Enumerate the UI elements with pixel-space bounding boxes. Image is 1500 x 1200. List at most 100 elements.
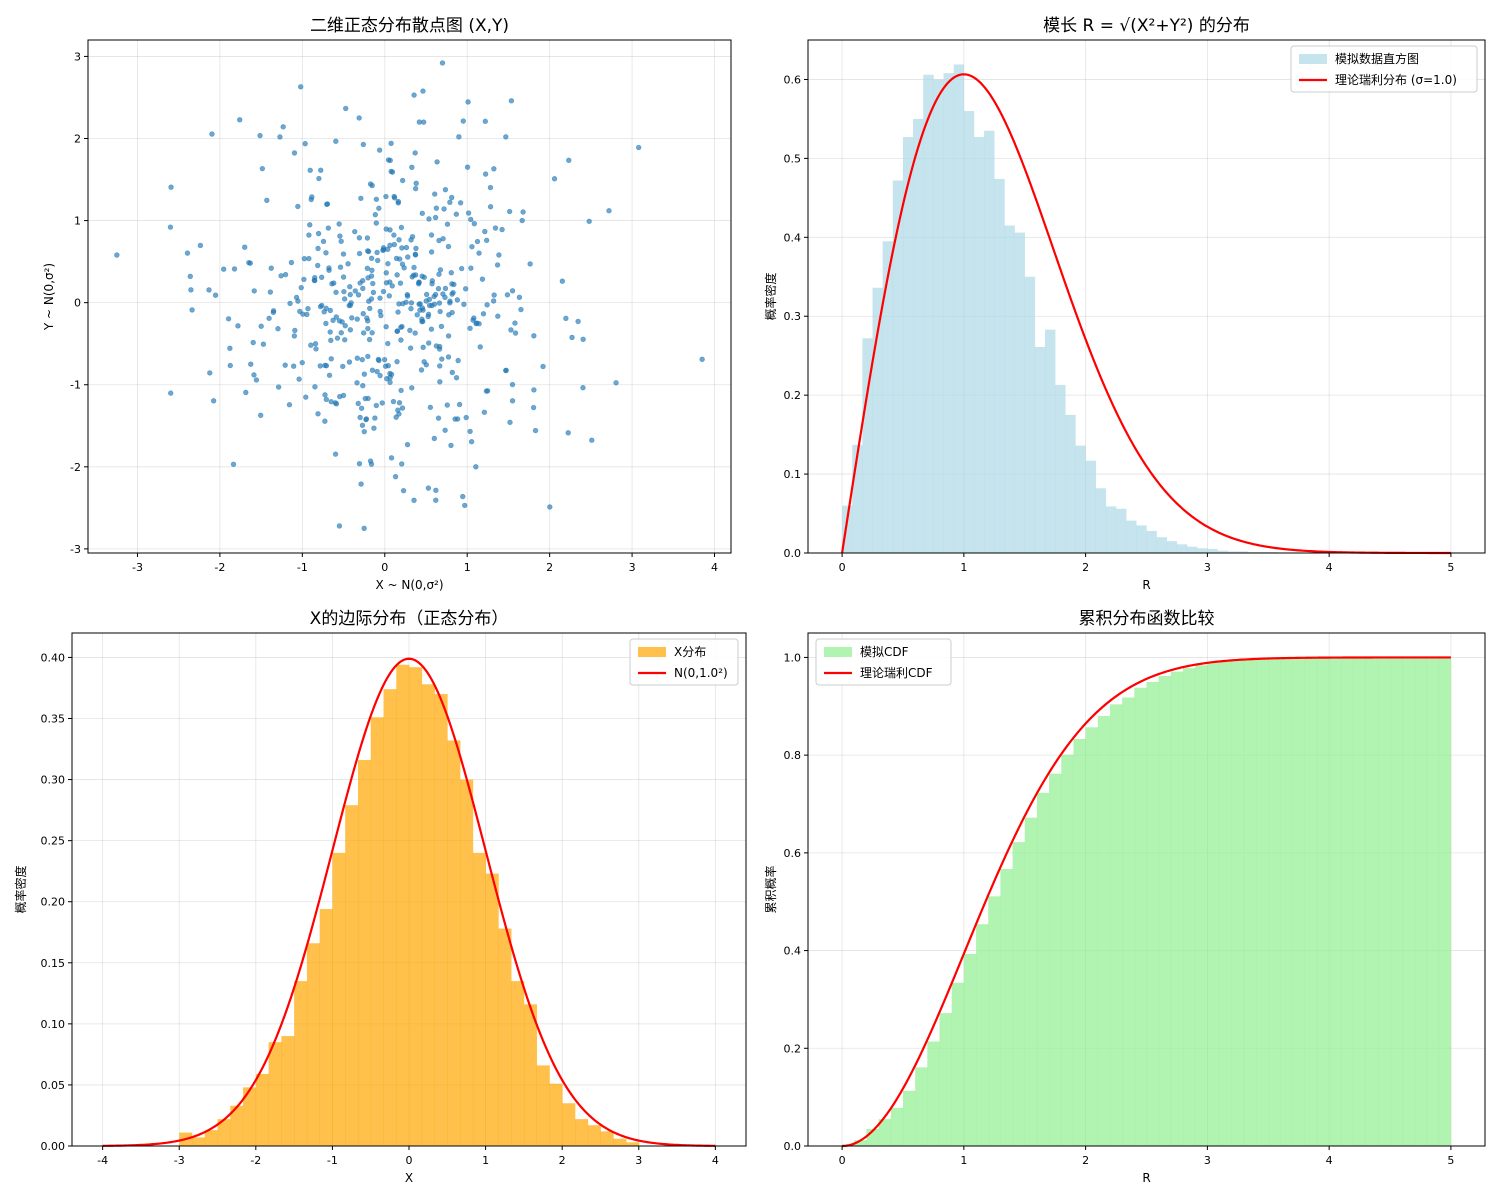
scatter-point [355, 292, 362, 298]
scatter-point [267, 289, 274, 295]
scatter-point [410, 272, 417, 278]
scatter-point [343, 105, 349, 112]
scatter-point [380, 245, 387, 251]
scatter-point [187, 273, 193, 280]
scatter-point [338, 330, 344, 336]
scatter-point [231, 266, 238, 272]
histogram-bar [268, 1042, 282, 1146]
marginal-x-panel: X的边际分布（正态分布） -4 -3 -2 -1 0 1 2 3 4 0.00 0.05 0.10 0.1… [13, 609, 747, 1185]
x-tick-label: 2 [1082, 561, 1089, 574]
scatter-point [356, 115, 362, 121]
scatter-point [496, 252, 502, 258]
histogram-bar [243, 1087, 257, 1146]
scatter-point [340, 392, 347, 399]
scatter-point [425, 311, 432, 318]
scatter-point [301, 276, 307, 283]
histogram-bar [878, 1119, 892, 1146]
scatter-point [381, 356, 388, 363]
scatter-point [301, 255, 308, 262]
x-tick-label: 2 [1082, 1154, 1089, 1167]
legend: 模拟CDF 理论瑞利CDF [815, 638, 952, 686]
histogram-bar [383, 689, 397, 1146]
scatter-point [367, 305, 373, 312]
axes-frame [87, 39, 732, 554]
scatter-point [349, 315, 355, 321]
theory-curve [102, 657, 716, 1147]
histogram-bar [498, 928, 512, 1146]
scatter-point [374, 368, 380, 375]
scatter-point [383, 324, 389, 330]
x-tick-label: 5 [1447, 1154, 1454, 1167]
histogram-bar [1105, 506, 1117, 553]
scatter-point [337, 264, 344, 270]
y-tick-label: 0.10 [41, 1018, 66, 1031]
scatter-point [411, 92, 417, 98]
scatter-point [436, 300, 443, 306]
scatter-point [313, 346, 319, 352]
scatter-point [356, 235, 363, 241]
histogram-bar [1217, 550, 1228, 553]
histogram-bar [1183, 668, 1196, 1146]
scatter-point [481, 409, 488, 415]
scatter-point [375, 356, 382, 363]
scatter-point [347, 291, 353, 298]
histogram-bar [923, 74, 934, 554]
histogram-bar [988, 896, 1001, 1146]
scatter-point [368, 273, 375, 279]
scatter-point [383, 226, 389, 232]
scatter-point [507, 419, 513, 426]
scatter-point [416, 301, 422, 307]
scatter-point [237, 117, 243, 123]
x-tick-label: 4 [1326, 1154, 1333, 1167]
histogram-bar [536, 1065, 550, 1146]
x-tick-label: 1 [464, 561, 471, 574]
scatter-point [253, 377, 260, 383]
histogram-bar [973, 137, 985, 553]
histogram-bar [1268, 657, 1281, 1146]
scatter-point [387, 379, 393, 385]
scatter-point [189, 307, 195, 313]
scatter-point [286, 402, 293, 408]
scatter-point [258, 323, 264, 329]
x-tick-label: 3 [1204, 561, 1211, 574]
x-tick-label: 4 [711, 561, 718, 574]
scatter-point [431, 435, 438, 442]
scatter-point [395, 309, 401, 315]
scatter-point [551, 176, 558, 182]
scatter-point [437, 379, 443, 385]
histogram-bar [460, 779, 474, 1146]
scatter-point [326, 372, 333, 378]
x-tick-label: 5 [1447, 561, 1454, 574]
scatter-point [586, 218, 592, 225]
scatter-point [374, 257, 381, 264]
scatter-point [197, 242, 204, 249]
scatter-point [389, 283, 395, 289]
scatter-point [425, 340, 432, 346]
histogram-bar [1146, 530, 1157, 553]
x-tick-label: -1 [327, 1154, 338, 1167]
scatter-point [385, 261, 391, 267]
histogram-bar [1075, 445, 1086, 553]
scatter-point [395, 198, 401, 205]
scatter-point [366, 336, 373, 343]
scatter-point [388, 140, 394, 147]
scatter-point [352, 228, 358, 235]
scatter-point [362, 395, 368, 402]
scatter-point [383, 270, 389, 276]
scatter-point [589, 437, 595, 443]
scatter-point [433, 497, 439, 503]
scatter-point [373, 220, 379, 226]
scatter-point [251, 288, 257, 294]
y-tick-label: 0 [74, 297, 81, 310]
x-tick-label: 3 [629, 561, 636, 574]
scatter-point [331, 280, 337, 286]
scatter-point [427, 404, 434, 411]
scatter-point [372, 211, 379, 218]
scatter-point [397, 280, 404, 286]
histogram-bar [1085, 727, 1099, 1146]
histogram-bar [872, 287, 883, 553]
scatter-point [462, 502, 468, 509]
scatter-point [400, 300, 406, 307]
histogram-bar [984, 130, 995, 553]
scatter-point [312, 384, 318, 390]
